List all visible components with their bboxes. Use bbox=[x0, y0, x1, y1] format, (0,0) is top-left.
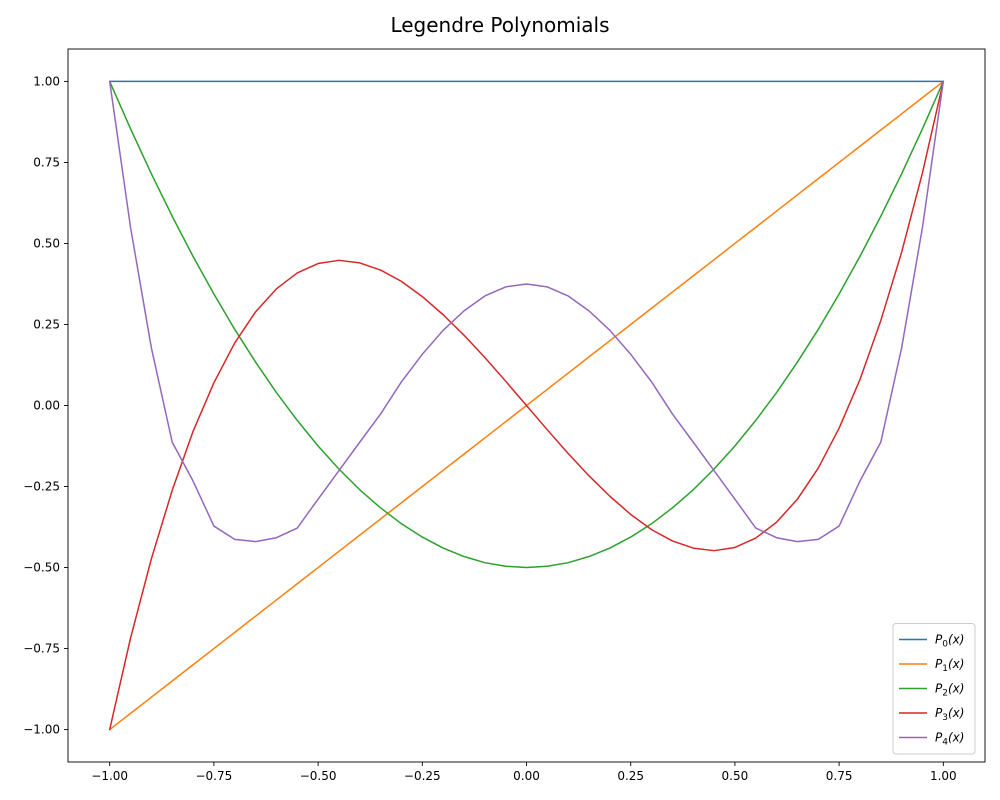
x-tick-label: −1.00 bbox=[91, 769, 128, 783]
y-tick-label: 0.25 bbox=[33, 317, 60, 331]
x-tick-label: −0.25 bbox=[404, 769, 441, 783]
x-tick-label: −0.50 bbox=[300, 769, 337, 783]
legend-label-p2: P2(x) bbox=[935, 682, 964, 699]
series-line-p4 bbox=[108, 80, 945, 543]
x-tick-label: −0.75 bbox=[195, 769, 232, 783]
legend-label-p3: P3(x) bbox=[935, 706, 964, 723]
x-tick-label: 0.75 bbox=[826, 769, 853, 783]
y-tick-label: −0.25 bbox=[23, 480, 60, 494]
y-tick-label: 0.50 bbox=[33, 236, 60, 250]
legend-label-p0: P0(x) bbox=[935, 633, 964, 650]
legend-label-p1: P1(x) bbox=[935, 657, 964, 674]
series-line-p2 bbox=[108, 80, 945, 569]
legend-label-p4: P4(x) bbox=[935, 731, 964, 748]
x-tick-label: 0.25 bbox=[617, 769, 644, 783]
x-tick-label: 0.50 bbox=[722, 769, 749, 783]
y-tick-label: −0.50 bbox=[23, 561, 60, 575]
y-tick-label: −1.00 bbox=[23, 723, 60, 737]
y-axis: 1.00 0.75 0.50 0.25 0.00 −0.25 −0.50 −0.75 −1.00 bbox=[23, 74, 68, 737]
y-tick-label: 1.00 bbox=[33, 74, 60, 88]
x-axis: −1.00 −0.75 −0.50 −0.25 0.00 0.25 0.50 0.75 1.00 bbox=[91, 762, 957, 783]
legend: P0(x) P1(x) P2(x) P3(x) P4(x) bbox=[892, 623, 976, 755]
y-tick-label: 0.75 bbox=[33, 155, 60, 169]
legend-box bbox=[892, 623, 976, 755]
chart-title: Legendre Polynomials bbox=[390, 13, 609, 37]
x-tick-label: 0.00 bbox=[513, 769, 540, 783]
series-line-p3 bbox=[108, 80, 945, 731]
y-tick-label: −0.75 bbox=[23, 642, 60, 656]
x-tick-label: 1.00 bbox=[930, 769, 957, 783]
y-tick-label: 0.00 bbox=[33, 399, 60, 413]
plot-area bbox=[67, 48, 986, 763]
